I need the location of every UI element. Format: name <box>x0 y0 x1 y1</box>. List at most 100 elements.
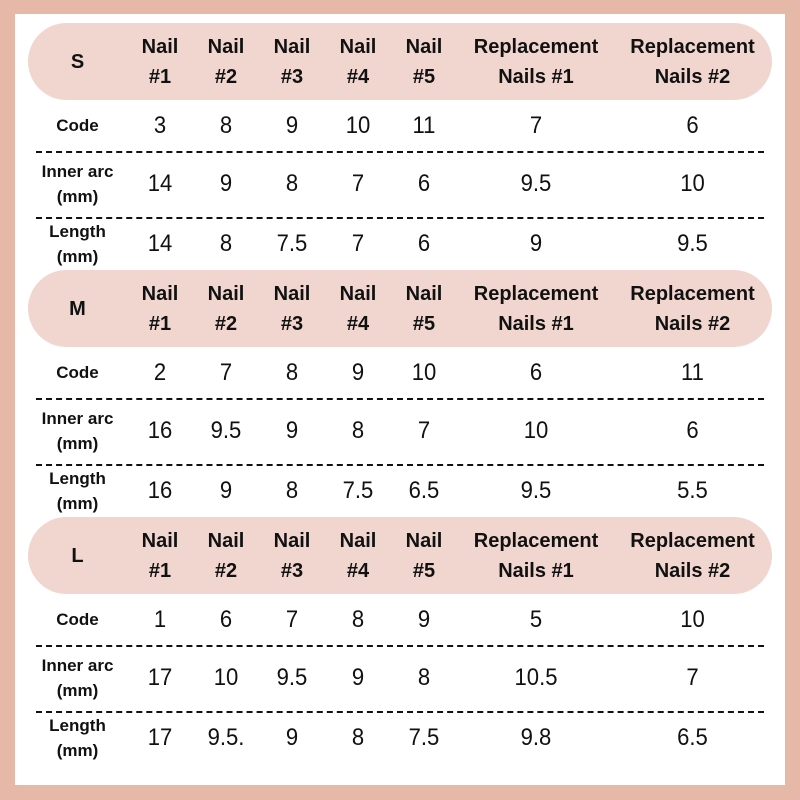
value: 10 <box>680 605 705 633</box>
value-cell: 8 <box>325 606 391 634</box>
value: 8 <box>351 417 365 444</box>
value-cell: 8 <box>259 477 325 505</box>
value: 6 <box>529 358 543 386</box>
value: 7.5 <box>408 723 440 751</box>
value: 5.5 <box>677 476 708 504</box>
value: 6 <box>219 605 233 633</box>
value: 6.5 <box>408 476 440 504</box>
value-cell: 10 <box>325 112 391 140</box>
column-header: Nail #5 <box>405 35 443 88</box>
value: 11 <box>681 358 704 386</box>
value-cell: 9.5. <box>193 724 259 752</box>
value-cell: 8 <box>259 359 325 387</box>
value: 9 <box>285 723 299 751</box>
row-label: Length (mm) <box>49 221 106 266</box>
column-header: Nail #5 <box>405 529 443 582</box>
column-header: Replacement Nails #1 <box>473 529 599 582</box>
value: 7 <box>529 111 543 139</box>
value-cell: 7 <box>325 230 391 258</box>
column-header: Nail #4 <box>339 529 377 582</box>
value: 10 <box>523 417 549 444</box>
value-cell: 9 <box>259 417 325 445</box>
value-cell: 9 <box>259 724 325 752</box>
value: 9 <box>219 476 233 504</box>
column-header: Nail #2 <box>207 35 245 88</box>
row-inner-arc: Inner arc (mm) 14 9 8 7 6 9.5 10 <box>28 151 772 217</box>
value: 3 <box>153 111 167 139</box>
value-cell: 1 <box>127 606 193 634</box>
value-cell: 11 <box>615 359 770 387</box>
value-cell: 9 <box>457 230 615 258</box>
value-cell: 9 <box>193 170 259 198</box>
size-label: S <box>70 50 85 73</box>
value-cell: 3 <box>127 112 193 140</box>
column-header: Nail #2 <box>207 529 245 582</box>
value: 14 <box>147 229 173 257</box>
value-cell: 7.5 <box>325 477 391 505</box>
row-label: Inner arc (mm) <box>41 656 114 700</box>
value-cell: 9 <box>391 606 457 634</box>
dashed-divider <box>36 711 764 713</box>
value: 8 <box>219 229 233 257</box>
value-cell: 8 <box>193 230 259 258</box>
row-inner-arc: Inner arc (mm) 17 10 9.5 9 8 10.5 7 <box>28 645 772 711</box>
value: 6 <box>417 170 431 197</box>
value-cell: 6 <box>615 417 770 445</box>
value-cell: 2 <box>127 359 193 387</box>
value-cell: 5 <box>457 606 615 634</box>
column-header: Nail #1 <box>141 529 179 582</box>
row-code: Code 2 7 8 9 10 6 11 <box>28 347 772 398</box>
value-cell: 17 <box>127 724 193 752</box>
value: 17 <box>147 664 173 691</box>
value: 9.5. <box>207 723 245 751</box>
row-code: Code 1 6 7 8 9 5 10 <box>28 594 772 645</box>
row-label: Length (mm) <box>49 468 106 513</box>
value-cell: 7 <box>193 359 259 387</box>
column-header: Nail #2 <box>207 282 245 335</box>
value: 16 <box>147 417 173 444</box>
value-cell: 7 <box>615 664 770 692</box>
value: 7 <box>285 605 299 633</box>
value-cell: 6 <box>457 359 615 387</box>
row-label: Code <box>56 363 99 382</box>
value: 6 <box>686 417 699 444</box>
size-label: M <box>69 297 86 320</box>
column-header: Nail #1 <box>141 35 179 88</box>
header-row: L Nail #1 Nail #2 Nail #3 Nail #4 Nail #5 Repl… <box>28 517 772 594</box>
header-row: M Nail #1 Nail #2 Nail #3 Nail #4 Nail #5 Repl… <box>28 270 772 347</box>
value: 7 <box>351 170 365 197</box>
value-cell: 5.5 <box>615 477 770 505</box>
dashed-divider <box>36 398 764 400</box>
value-cell: 7 <box>259 606 325 634</box>
value: 9.5 <box>520 170 552 197</box>
column-header: Nail #4 <box>339 35 377 88</box>
value-cell: 9.5 <box>457 477 615 505</box>
header-row: S Nail #1 Nail #2 Nail #3 Nail #4 Nail #5 Repl… <box>28 23 772 100</box>
value: 7 <box>686 664 699 691</box>
value: 9.5 <box>210 417 242 444</box>
value: 9.8 <box>520 723 552 751</box>
row-label: Length (mm) <box>49 715 106 760</box>
value-cell: 16 <box>127 417 193 445</box>
value-cell: 7 <box>325 170 391 198</box>
row-label: Inner arc (mm) <box>41 409 114 453</box>
value: 8 <box>285 358 299 386</box>
value: 9 <box>351 664 365 691</box>
row-length: Length (mm) 16 9 8 7.5 6.5 9.5 5.5 <box>28 464 772 517</box>
value-cell: 10 <box>615 606 770 634</box>
value: 6 <box>686 111 699 139</box>
value-cell: 9 <box>325 359 391 387</box>
row-label: Inner arc (mm) <box>41 162 114 206</box>
value-cell: 11 <box>391 112 457 140</box>
value: 9.5 <box>677 229 708 257</box>
dashed-divider <box>36 464 764 466</box>
column-header: Nail #1 <box>141 282 179 335</box>
value: 10 <box>213 664 239 691</box>
value: 10 <box>680 170 705 197</box>
value-cell: 9.5 <box>193 417 259 445</box>
value-cell: 9 <box>193 477 259 505</box>
column-header: Replacement Nails #2 <box>630 282 755 335</box>
value: 9 <box>351 358 365 386</box>
value-cell: 8 <box>325 417 391 445</box>
row-label: Code <box>56 610 99 629</box>
